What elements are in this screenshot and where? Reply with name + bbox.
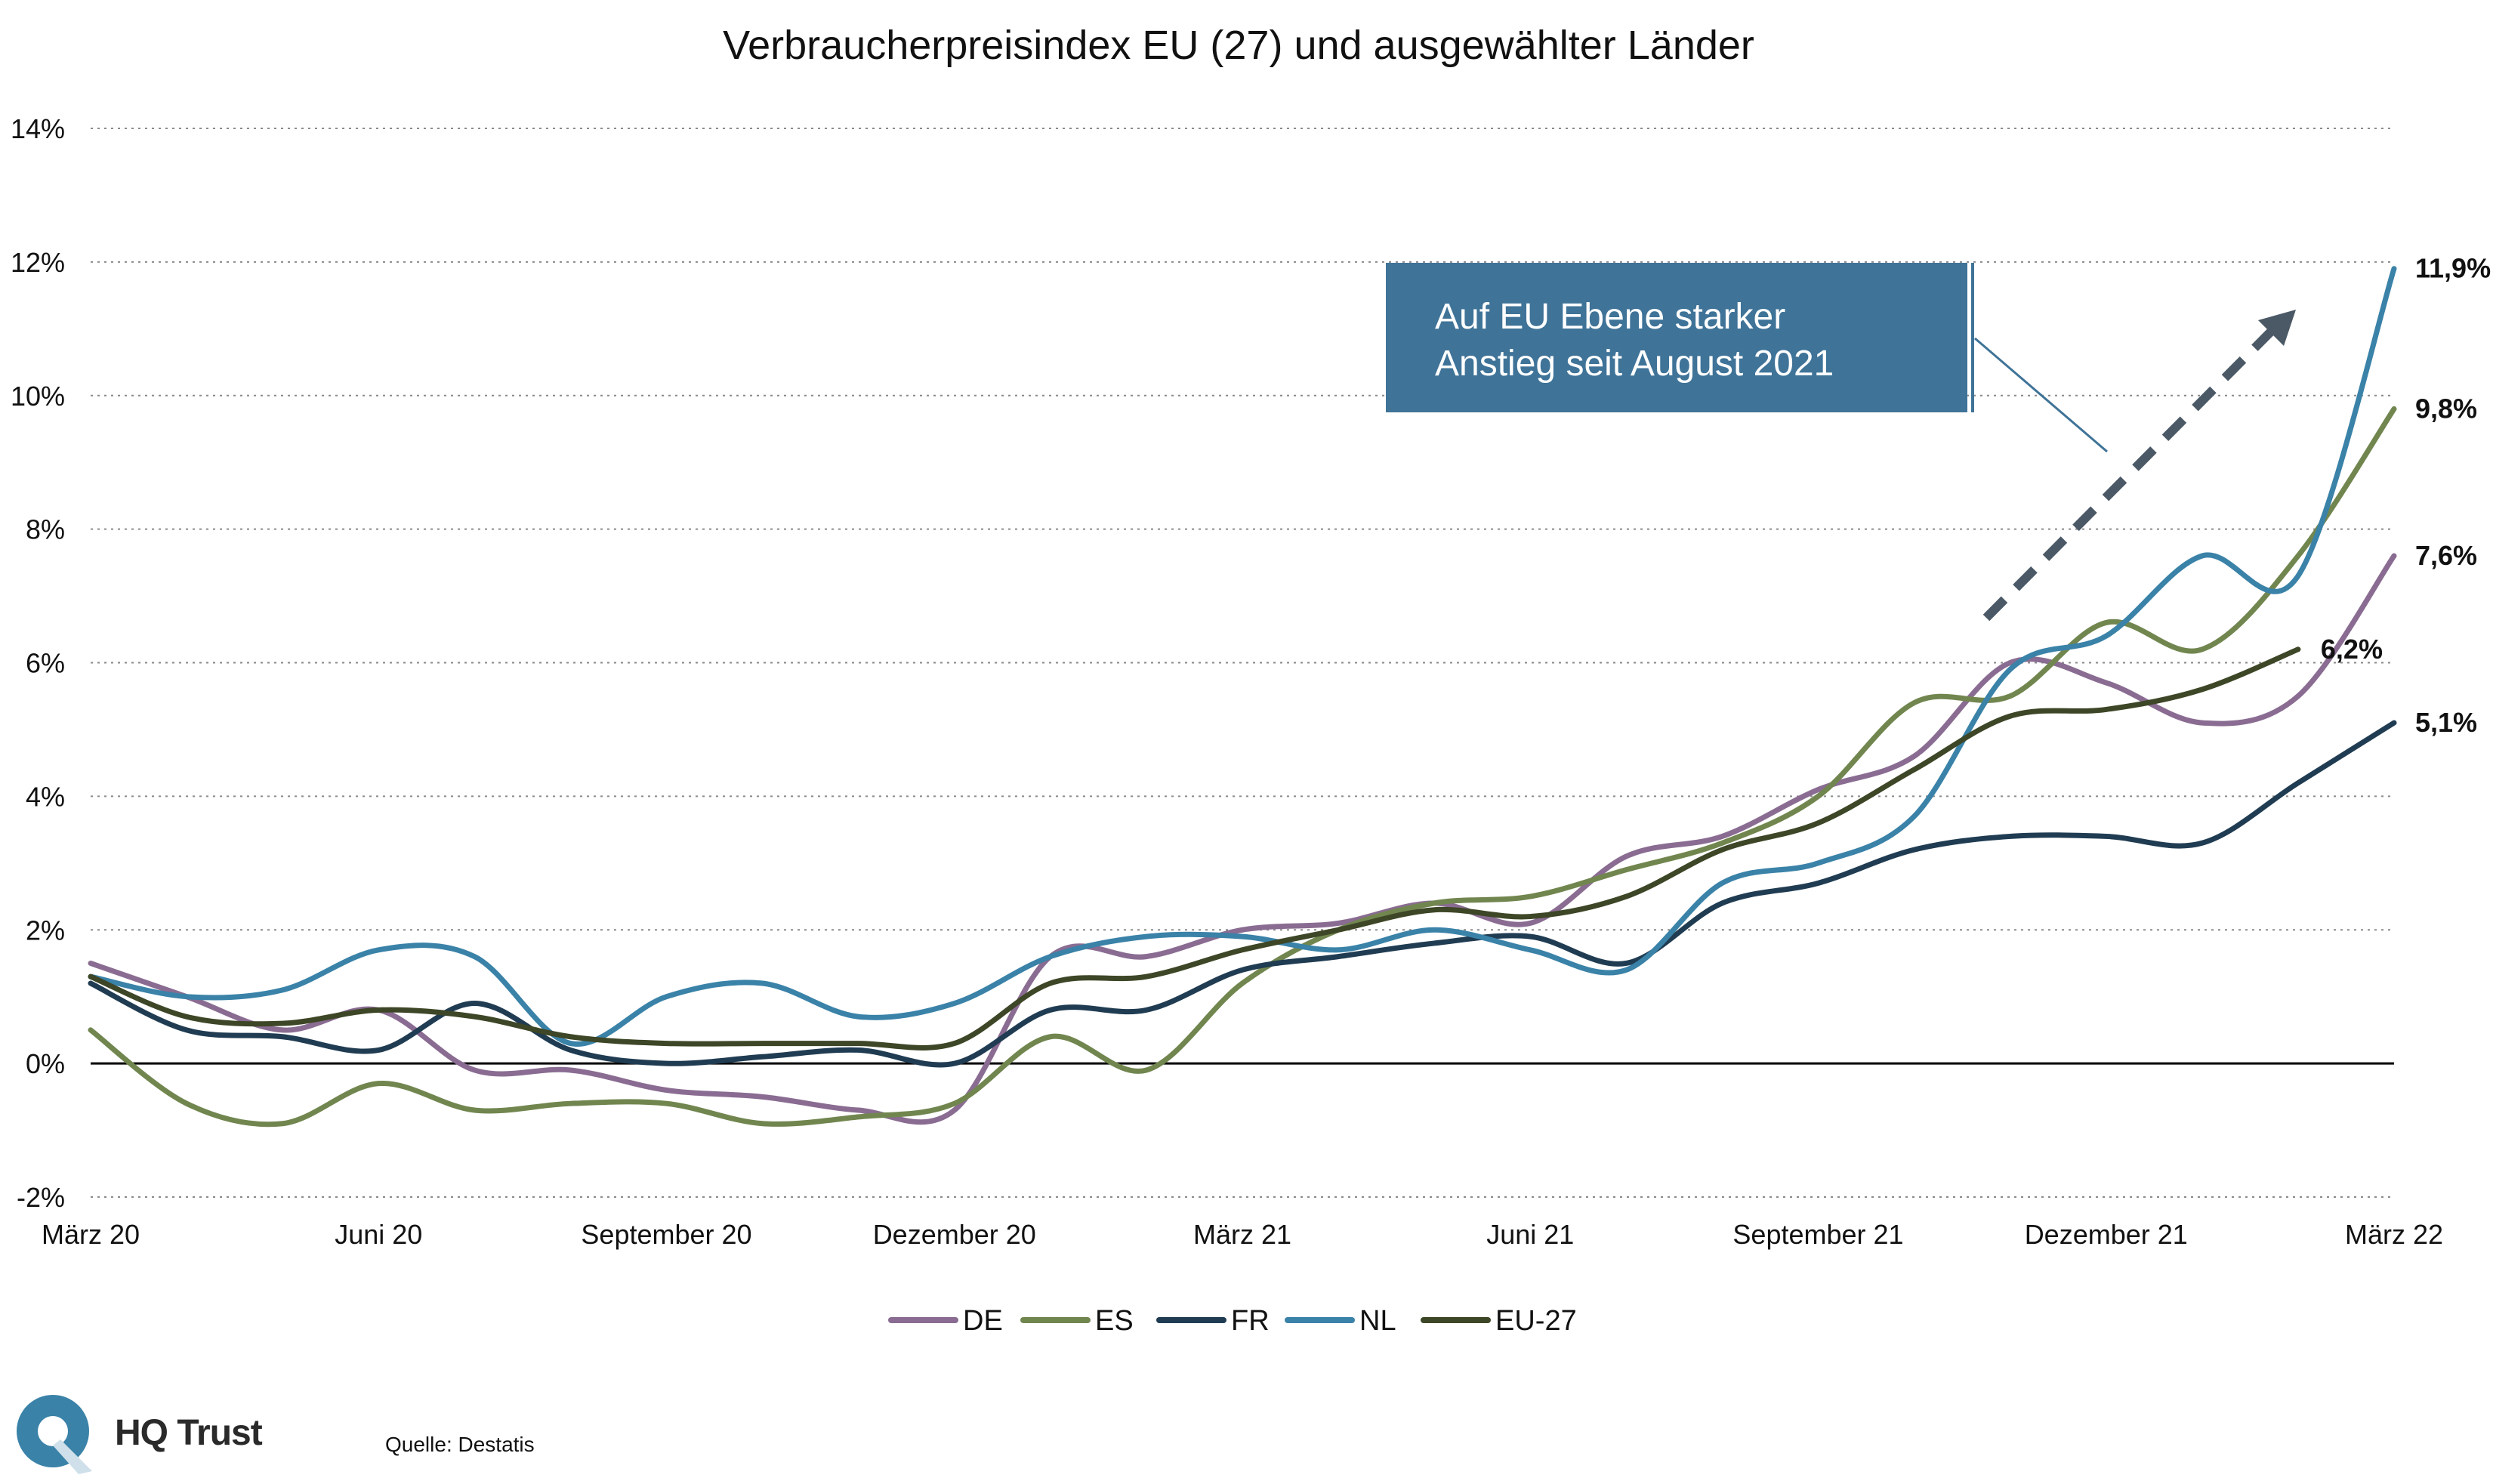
series-line-eu-27 (88, 646, 2301, 1051)
y-tick-label: 2% (26, 915, 65, 946)
legend-label-fr: FR (1231, 1305, 1270, 1337)
logo-mark-tail (53, 1439, 92, 1474)
legend-label-es: ES (1095, 1305, 1134, 1337)
y-tick-label: 12% (11, 247, 65, 278)
x-tick-label: März 20 (42, 1219, 140, 1250)
end-value-labels: 11,9% 9,8% 7,6% 6,2% 5,1% (2321, 253, 2491, 738)
legend-label-eu-27: EU-27 (1495, 1305, 1577, 1337)
end-label-nl: 11,9% (2415, 253, 2491, 284)
logo-text: HQ Trust (115, 1413, 263, 1453)
y-tick-label: 14% (11, 113, 65, 144)
hq-trust-logo: HQ Trust (17, 1395, 264, 1474)
x-tick-label: Juni 21 (1486, 1219, 1574, 1250)
y-tick-label: 8% (26, 514, 65, 545)
annotation: Auf EU Ebene starker Anstieg seit August… (1386, 263, 2296, 622)
annotation-connector-line (1974, 337, 2108, 453)
x-tick-label: September 21 (1732, 1219, 1903, 1250)
chart-title: Verbraucherpreisindex EU (27) und ausgew… (723, 23, 1754, 68)
x-tick-label: März 21 (1193, 1219, 1291, 1250)
end-label-fr: 5,1% (2415, 707, 2477, 738)
annotation-box (1386, 263, 1967, 412)
legend: DE ES FR NL EU-27 (888, 1305, 1577, 1337)
y-tick-label: -2% (17, 1182, 65, 1213)
source-note: Quelle: Destatis (385, 1433, 535, 1456)
y-tick-label: 4% (26, 781, 65, 812)
series-lines (88, 266, 2397, 1128)
end-label-de: 7,6% (2415, 540, 2477, 571)
y-tick-label: 0% (26, 1048, 65, 1079)
x-tick-label: Juni 20 (335, 1219, 422, 1250)
logo-mark-inner (38, 1416, 68, 1446)
series-line-de (88, 553, 2397, 1125)
x-tick-label: September 20 (581, 1219, 751, 1250)
end-label-es: 9,8% (2415, 393, 2477, 424)
x-tick-label: Dezember 20 (873, 1219, 1036, 1250)
annotation-arrowhead (2258, 310, 2296, 346)
legend-label-nl: NL (1359, 1305, 1396, 1337)
x-tick-label: März 22 (2345, 1219, 2443, 1250)
legend-label-de: DE (963, 1305, 1003, 1337)
y-tick-label: 6% (26, 648, 65, 679)
grid-lines (91, 128, 2394, 1198)
x-axis-tick-labels: März 20 Juni 20 September 20 Dezember 20 Mär… (42, 1219, 2443, 1250)
annotation-text-line-2: Anstieg seit August 2021 (1435, 344, 1834, 384)
series-line-nl (88, 266, 2397, 1047)
x-tick-label: Dezember 21 (2025, 1219, 2188, 1250)
y-tick-label: 10% (11, 381, 65, 412)
series-line-fr (88, 720, 2397, 1068)
annotation-text-line-1: Auf EU Ebene starker (1435, 297, 1785, 337)
series-line-es (88, 406, 2397, 1128)
annotation-trend-arrow (1982, 327, 2275, 622)
end-label-eu-27: 6,2% (2321, 634, 2383, 665)
y-axis-tick-labels: 14% 12% 10% 8% 6% 4% 2% 0% -2% (11, 113, 65, 1213)
